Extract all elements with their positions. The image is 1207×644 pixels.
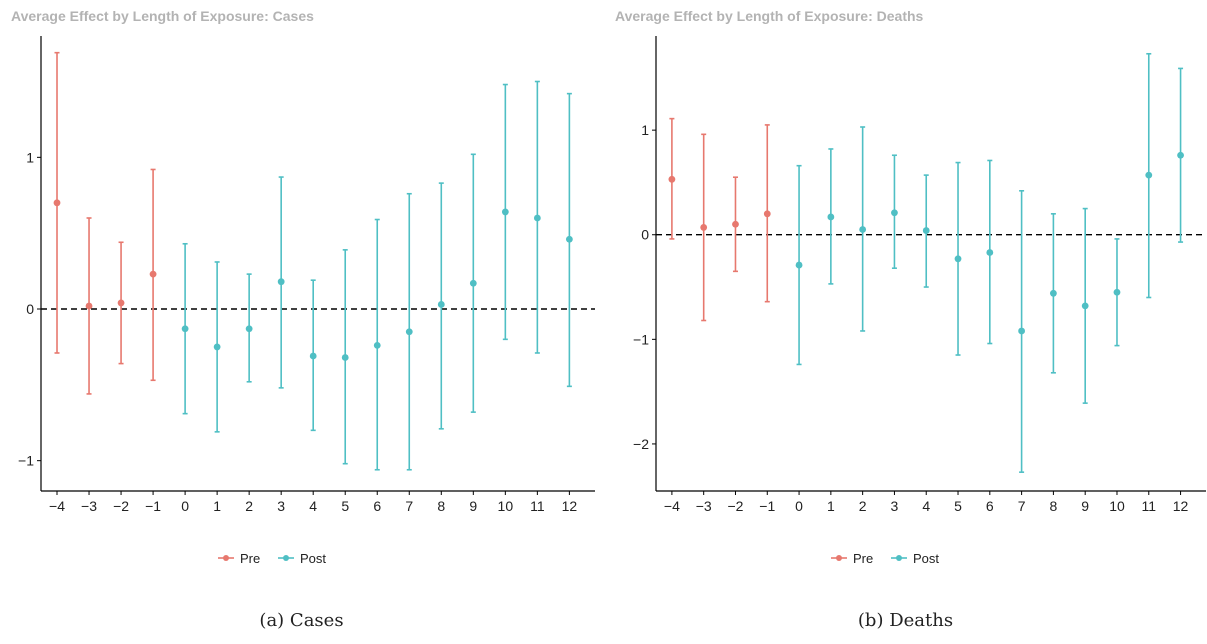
- estimate-point: [149, 270, 157, 278]
- estimate-point: [565, 235, 573, 243]
- x-tick-label: 9: [1081, 498, 1089, 514]
- estimate-point: [922, 227, 930, 234]
- x-tick-label: −3: [81, 498, 97, 514]
- estimate-point: [795, 261, 803, 269]
- x-tick-label: 10: [498, 498, 514, 514]
- legend-key-point: [896, 555, 902, 561]
- x-tick-label: 5: [341, 498, 349, 514]
- x-tick-label: 1: [827, 498, 835, 514]
- x-tick-label: 5: [954, 498, 962, 514]
- estimate-point: [277, 278, 285, 286]
- estimate-point: [1018, 327, 1026, 335]
- estimate-point: [341, 354, 349, 361]
- estimate-point: [405, 328, 413, 336]
- legend-label: Post: [913, 551, 939, 566]
- estimate-point: [181, 325, 189, 333]
- chart-caption: (a) Cases: [259, 610, 344, 631]
- x-tick-label: 4: [309, 498, 317, 514]
- x-tick-label: 11: [1142, 498, 1157, 514]
- y-tick-label: −2: [633, 436, 649, 452]
- y-tick-label: 0: [26, 301, 34, 317]
- x-tick-label: 11: [530, 498, 545, 514]
- x-tick-label: 6: [373, 498, 381, 514]
- estimate-point: [117, 299, 125, 307]
- legend-label: Pre: [853, 551, 873, 566]
- legend-key-point: [283, 555, 289, 561]
- x-tick-label: 10: [1109, 498, 1125, 514]
- estimate-point: [1049, 289, 1057, 297]
- y-tick-label: 1: [641, 122, 649, 138]
- legend-label: Pre: [240, 551, 260, 566]
- estimate-point: [668, 175, 676, 183]
- x-tick-label: −4: [49, 498, 65, 514]
- estimate-point: [245, 325, 253, 333]
- x-tick-label: 12: [562, 498, 578, 514]
- x-tick-label: 0: [181, 498, 189, 514]
- x-tick-label: −3: [696, 498, 712, 514]
- estimate-point: [373, 342, 381, 349]
- y-tick-label: −1: [18, 453, 34, 469]
- x-tick-label: 6: [986, 498, 994, 514]
- x-tick-label: 3: [891, 498, 899, 514]
- estimate-point: [85, 302, 93, 310]
- estimate-point: [859, 226, 867, 233]
- x-tick-label: −1: [145, 498, 161, 514]
- estimate-point: [732, 220, 739, 228]
- x-tick-label: 8: [437, 498, 445, 514]
- legend-label: Post: [300, 551, 326, 566]
- x-tick-label: 7: [405, 498, 413, 514]
- estimate-point: [1081, 302, 1089, 310]
- estimate-point: [1177, 151, 1184, 159]
- estimate-point: [469, 279, 477, 287]
- x-tick-label: 12: [1173, 498, 1189, 514]
- y-tick-label: 1: [26, 149, 34, 165]
- estimate-point: [986, 249, 994, 256]
- x-tick-label: 4: [922, 498, 930, 514]
- x-tick-label: 2: [859, 498, 867, 514]
- estimate-point: [213, 343, 221, 351]
- estimate-point: [437, 301, 445, 308]
- chart-title: Average Effect by Length of Exposure: De…: [615, 8, 924, 24]
- x-tick-label: 2: [245, 498, 253, 514]
- estimate-point: [954, 255, 962, 263]
- x-tick-label: 3: [277, 498, 285, 514]
- estimate-point: [501, 208, 509, 216]
- estimate-point: [763, 210, 771, 218]
- estimate-point: [700, 224, 708, 231]
- estimate-point: [53, 199, 61, 207]
- y-tick-label: −1: [633, 331, 649, 347]
- legend-key-point: [223, 555, 229, 561]
- x-tick-label: −4: [664, 498, 680, 514]
- legend-key-point: [836, 555, 842, 561]
- chart-panel-deaths: Average Effect by Length of Exposure: De…: [604, 0, 1207, 644]
- x-tick-label: 0: [795, 498, 803, 514]
- x-tick-label: 8: [1050, 498, 1058, 514]
- estimate-point: [827, 213, 835, 221]
- x-tick-label: −1: [759, 498, 775, 514]
- x-tick-label: 9: [469, 498, 477, 514]
- chart-caption: (b) Deaths: [857, 610, 954, 631]
- estimate-point: [891, 209, 898, 217]
- x-tick-label: 1: [213, 498, 221, 514]
- x-tick-label: 7: [1018, 498, 1026, 514]
- estimate-point: [533, 214, 541, 222]
- estimate-point: [1113, 288, 1121, 296]
- y-tick-label: 0: [641, 227, 649, 243]
- estimate-point: [1145, 171, 1153, 179]
- x-tick-label: −2: [113, 498, 129, 514]
- chart-panel-cases: Average Effect by Length of Exposure: Ca…: [0, 0, 603, 644]
- estimate-point: [309, 352, 317, 360]
- chart-title: Average Effect by Length of Exposure: Ca…: [11, 8, 314, 24]
- x-tick-label: −2: [727, 498, 743, 514]
